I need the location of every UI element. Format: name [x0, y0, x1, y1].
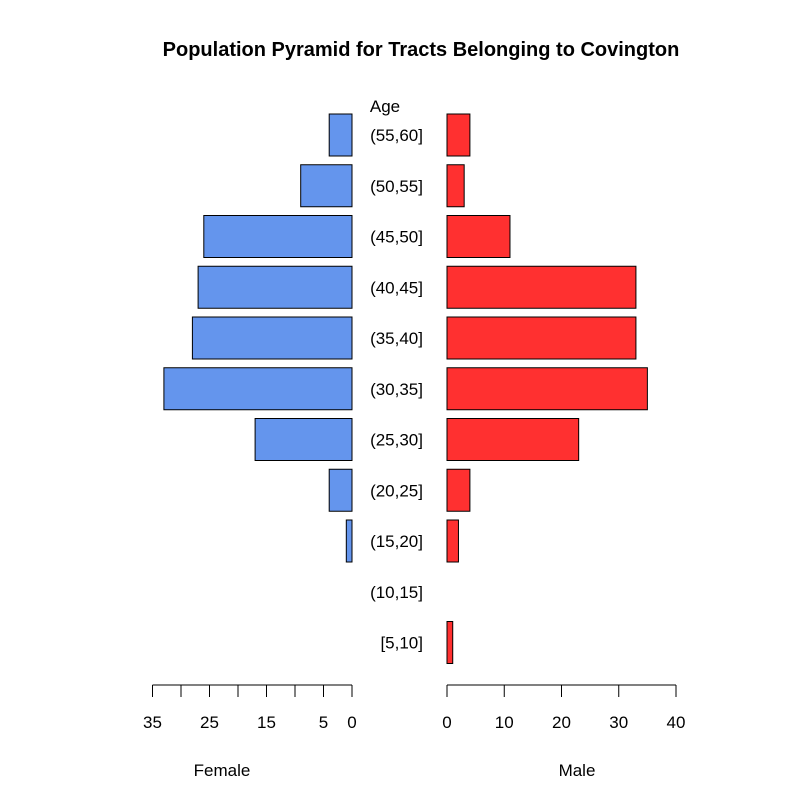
age-label-(20,25]: (20,25]	[370, 481, 423, 500]
male-axis-label: Male	[559, 761, 596, 780]
female-tick-label: 15	[257, 713, 276, 732]
female-bar-(35,40]	[191, 316, 353, 360]
female-bar-(45,50]	[203, 215, 353, 258]
female-bar-(20,25]	[328, 468, 353, 512]
female-bars	[163, 113, 353, 563]
male-bar-(45,50]	[446, 215, 511, 258]
male-axis: 0 10 20 30 40	[442, 684, 686, 732]
female-bar-(25,30]	[254, 418, 353, 461]
age-label-(25,30]: (25,30]	[370, 431, 423, 450]
male-bar-(25,30]	[446, 418, 580, 461]
age-label-(35,40]: (35,40]	[370, 329, 423, 348]
age-label-(10,15]: (10,15]	[370, 583, 423, 602]
age-label-(50,55]: (50,55]	[370, 177, 423, 196]
female-bar-(15,20]	[345, 519, 353, 563]
male-bar-(40,45]	[446, 265, 637, 309]
female-axis-label: Female	[194, 761, 251, 780]
male-tick-label: 30	[609, 713, 628, 732]
female-bar-(50,55]	[300, 164, 353, 208]
female-axis: 35 25 15 5 0	[143, 684, 357, 732]
male-bar-(20,25]	[446, 468, 471, 512]
female-tick-label: 5	[319, 713, 328, 732]
female-tick-label: 25	[200, 713, 219, 732]
male-bar-[5,10]	[446, 621, 454, 664]
male-bar-(15,20]	[446, 519, 459, 563]
male-bar-(30,35]	[446, 367, 648, 411]
female-bar-(30,35]	[163, 367, 353, 411]
male-bar-(50,55]	[446, 164, 465, 208]
age-label-(55,60]: (55,60]	[370, 126, 423, 145]
age-label-(30,35]: (30,35]	[370, 380, 423, 399]
male-tick-label: 40	[667, 713, 686, 732]
male-tick-label: 0	[442, 713, 451, 732]
age-label-[5,10]: [5,10]	[380, 634, 423, 653]
male-bar-(55,60]	[446, 113, 471, 157]
female-tick-label: 0	[347, 713, 356, 732]
male-tick-label: 10	[495, 713, 514, 732]
chart-title: Population Pyramid for Tracts Belonging …	[163, 39, 680, 61]
age-header: Age	[370, 97, 400, 116]
age-labels: [5,10] (10,15] (15,20] (20,25] (25,30] (30,35…	[370, 126, 423, 653]
male-tick-label: 20	[552, 713, 571, 732]
male-bar-(35,40]	[446, 316, 637, 360]
female-bar-(55,60]	[328, 113, 353, 157]
male-bars	[446, 113, 648, 664]
female-bar-(40,45]	[197, 265, 353, 309]
age-label-(40,45]: (40,45]	[370, 278, 423, 297]
age-label-(45,50]: (45,50]	[370, 228, 423, 247]
female-tick-label: 35	[143, 713, 162, 732]
age-label-(15,20]: (15,20]	[370, 532, 423, 551]
